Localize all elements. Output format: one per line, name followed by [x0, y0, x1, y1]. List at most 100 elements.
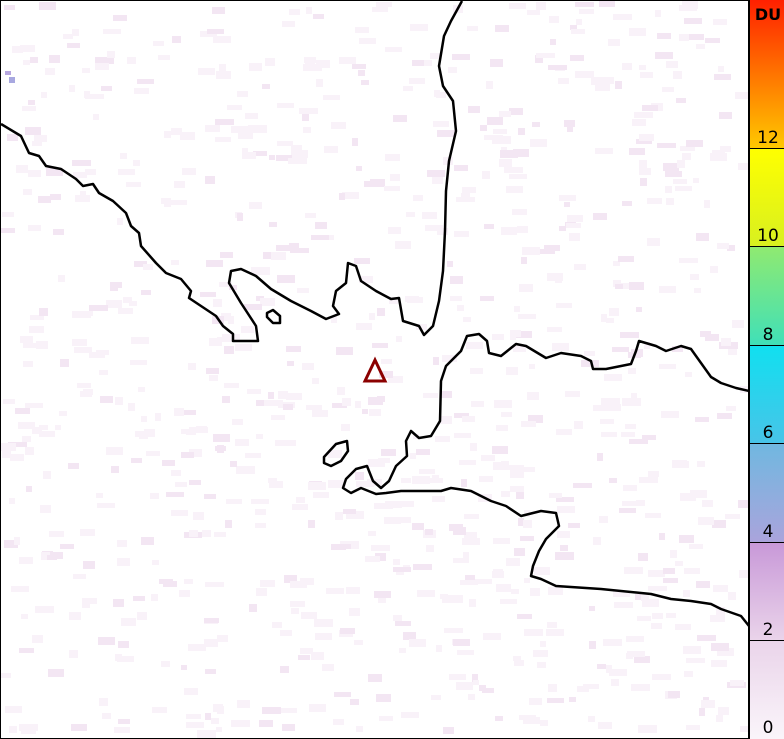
so2-pixel — [410, 24, 428, 31]
so2-pixel — [684, 568, 700, 574]
so2-pixel — [376, 694, 391, 702]
so2-pixel — [680, 493, 696, 501]
so2-pixel — [638, 553, 648, 561]
so2-pixel — [652, 674, 671, 680]
so2-pixel — [711, 643, 729, 651]
so2-pixel — [126, 182, 141, 187]
so2-pixel — [110, 284, 118, 291]
so2-pixel — [642, 105, 658, 111]
so2-pixel — [573, 483, 592, 488]
so2-pixel — [629, 282, 644, 290]
so2-pixel — [416, 449, 430, 455]
so2-pixel — [55, 425, 61, 430]
so2-pixel — [599, 516, 608, 523]
so2-pixel — [493, 538, 510, 544]
so2-pixel — [309, 704, 326, 712]
so2-pixel — [40, 505, 51, 513]
so2-pixel — [224, 346, 234, 354]
so2-pixel — [80, 191, 86, 198]
so2-pixel — [302, 113, 309, 121]
so2-pixel — [30, 315, 44, 320]
so2-pixel — [346, 511, 364, 519]
so2-pixel — [73, 172, 87, 178]
so2-pixel — [134, 261, 147, 267]
so2-pixel — [340, 628, 355, 634]
so2-pixel — [648, 570, 665, 577]
so2-pixel — [462, 538, 480, 545]
so2-pixel — [251, 499, 269, 504]
so2-pixel — [95, 57, 114, 64]
so2-pixel — [256, 588, 267, 596]
so2-pixel — [21, 614, 28, 619]
so2-pixel — [500, 599, 517, 604]
so2-pixel — [661, 411, 679, 418]
so2-pixel — [501, 491, 510, 497]
so2-pixel — [215, 119, 234, 125]
so2-pixel — [133, 160, 140, 166]
so2-pixel — [121, 618, 136, 626]
so2-pixel — [356, 481, 374, 487]
so2-pixel — [680, 146, 695, 151]
so2-pixel — [450, 296, 462, 301]
so2-pixel — [339, 193, 345, 200]
so2-pixel — [159, 579, 173, 584]
so2-pixel — [614, 602, 633, 608]
so2-pixel — [214, 532, 226, 537]
so2-pixel — [622, 201, 632, 206]
so2-pixel — [567, 215, 583, 222]
so2-pixel — [2, 451, 11, 458]
colorbar-tick-line — [750, 541, 784, 543]
so2-pixel — [296, 497, 305, 503]
so2-pixel — [589, 606, 595, 611]
so2-pixel — [463, 552, 469, 560]
so2-pixel — [25, 127, 41, 135]
so2-pixel — [216, 71, 231, 79]
so2-pixel — [569, 697, 576, 702]
so2-pixel — [499, 111, 511, 117]
so2-pixel — [171, 260, 179, 265]
so2-pixel — [359, 38, 376, 44]
so2-pixel — [287, 361, 294, 366]
so2-pixel — [480, 296, 494, 301]
so2-pixel — [442, 355, 457, 362]
so2-pixel — [509, 174, 527, 179]
so2-pixel — [465, 575, 475, 582]
so2-pixel — [495, 25, 509, 32]
so2-pixel — [632, 119, 646, 126]
so2-pixel — [705, 334, 719, 341]
so2-pixel — [639, 134, 654, 141]
so2-pixel — [467, 26, 478, 31]
so2-pixel — [333, 719, 344, 725]
so2-pixel — [453, 558, 469, 563]
colorbar-tick-label: 12 — [757, 127, 779, 148]
so2-pixel — [375, 553, 386, 561]
so2-pixel — [519, 284, 533, 292]
so2-pixel — [588, 716, 595, 722]
so2-pixel — [253, 151, 267, 156]
so2-pixel — [506, 186, 523, 193]
so2-pixel — [282, 21, 295, 27]
so2-pixel — [395, 241, 411, 249]
so2-pixel — [96, 493, 103, 498]
so2-pixel — [180, 132, 195, 140]
so2-pixel — [58, 275, 65, 282]
so2-pixel — [35, 606, 54, 613]
so2-pixel — [368, 459, 385, 467]
colorbar-tick-label: 6 — [762, 423, 774, 444]
so2-pixel — [552, 343, 569, 351]
so2-pixel — [60, 544, 74, 549]
so2-pixel — [150, 493, 159, 499]
so2-pixel — [696, 581, 710, 588]
so2-pixel — [636, 139, 652, 144]
so2-pixel — [450, 276, 463, 284]
so2-pixel — [181, 410, 196, 415]
so2-pixel — [205, 713, 211, 720]
so2-pixel — [268, 392, 274, 399]
so2-pixel — [717, 648, 734, 656]
so2-pixel — [574, 421, 583, 429]
so2-pixel — [291, 145, 302, 150]
so2-pixel — [77, 383, 91, 388]
so2-pixel — [663, 568, 675, 574]
so2-pixel — [393, 559, 400, 565]
so2-pixel — [483, 633, 501, 640]
